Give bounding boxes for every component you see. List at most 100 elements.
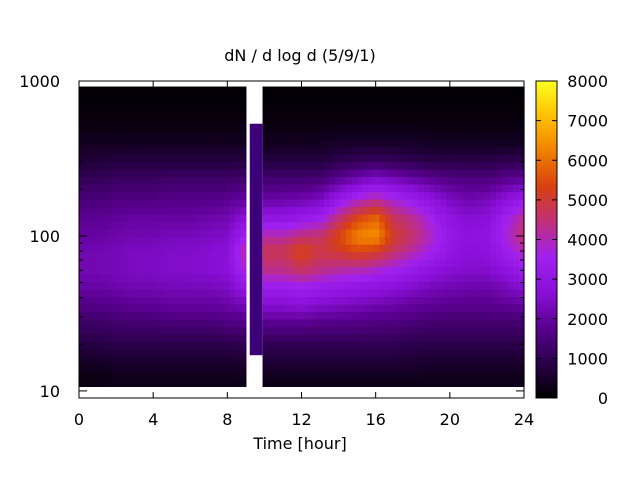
heatmap-cell xyxy=(168,281,175,290)
heatmap-cell xyxy=(229,183,236,193)
heatmap-cell xyxy=(90,131,97,140)
heatmap-cell xyxy=(168,101,175,110)
heatmap-cell xyxy=(190,311,197,320)
heatmap-cell xyxy=(273,213,280,223)
heatmap-cell xyxy=(423,169,431,178)
heatmap-cell xyxy=(373,86,380,95)
heatmap-cell xyxy=(179,86,186,95)
heatmap-cell xyxy=(401,94,408,103)
heatmap-cell xyxy=(412,363,419,372)
heatmap-cell xyxy=(212,363,219,372)
heatmap-cell xyxy=(429,318,436,328)
heatmap-cell xyxy=(351,363,358,372)
heatmap-cell xyxy=(162,326,169,335)
heatmap-cell xyxy=(346,363,353,372)
heatmap-cell xyxy=(435,198,442,208)
heatmap-cell xyxy=(129,228,136,238)
heatmap-cell xyxy=(262,131,269,140)
heatmap-cell xyxy=(412,221,419,230)
heatmap-cell xyxy=(240,161,247,170)
heatmap-cell xyxy=(212,228,219,238)
heatmap-cell xyxy=(79,296,86,305)
heatmap-cell xyxy=(373,378,380,387)
heatmap-cell xyxy=(234,236,241,245)
heatmap-cell xyxy=(318,251,325,260)
heatmap-cell xyxy=(112,288,119,298)
heatmap-cell xyxy=(451,363,458,372)
heatmap-cell xyxy=(473,169,481,178)
heatmap-cell xyxy=(501,281,508,290)
heatmap-cell xyxy=(418,131,425,140)
heatmap-cell xyxy=(179,169,186,178)
heatmap-cell xyxy=(396,318,403,328)
heatmap-cell xyxy=(134,131,141,140)
heatmap-cell xyxy=(123,146,130,155)
heatmap-cell xyxy=(84,131,91,140)
heatmap-cell xyxy=(151,206,158,215)
heatmap-cell xyxy=(184,356,191,365)
heatmap-cell xyxy=(429,273,436,283)
heatmap-cell xyxy=(95,139,102,148)
heatmap-cell xyxy=(512,318,520,328)
heatmap-cell xyxy=(284,228,291,238)
heatmap-cell xyxy=(412,251,419,260)
heatmap-cell xyxy=(485,266,492,275)
heatmap-cell xyxy=(106,273,113,283)
heatmap-cell xyxy=(418,94,425,103)
heatmap-cell xyxy=(268,221,275,230)
heatmap-cell xyxy=(262,251,269,260)
heatmap-cell xyxy=(512,161,520,170)
heatmap-cell xyxy=(429,236,436,245)
heatmap-cell xyxy=(151,326,158,335)
heatmap-cell xyxy=(518,378,525,387)
heatmap-cell xyxy=(145,191,152,200)
heatmap-cell xyxy=(429,378,436,387)
heatmap-cell xyxy=(507,296,514,305)
heatmap-cell xyxy=(318,326,325,335)
heatmap-cell xyxy=(162,303,169,313)
heatmap-cell xyxy=(485,176,492,185)
heatmap-cell xyxy=(240,206,247,215)
heatmap-cell xyxy=(123,206,130,215)
heatmap-cell xyxy=(290,206,297,215)
heatmap-cell xyxy=(284,266,291,275)
heatmap-cell xyxy=(223,318,230,328)
heatmap-cell xyxy=(312,221,319,230)
heatmap-cell xyxy=(501,228,508,238)
heatmap-cell xyxy=(412,236,419,245)
heatmap-cell xyxy=(140,296,147,305)
heatmap-cell xyxy=(234,154,241,163)
heatmap-cell xyxy=(84,251,91,260)
heatmap-cell xyxy=(195,131,202,140)
heatmap-cell xyxy=(218,363,225,372)
heatmap-cell xyxy=(373,371,380,380)
heatmap-cell xyxy=(195,139,202,148)
heatmap-cell xyxy=(490,101,497,110)
heatmap-cell xyxy=(112,236,119,245)
heatmap-cell xyxy=(318,228,325,238)
heatmap-cell xyxy=(173,341,180,350)
heatmap-cell xyxy=(229,236,236,245)
heatmap-cell xyxy=(357,183,364,193)
heatmap-cell xyxy=(368,333,375,343)
heatmap-cell xyxy=(212,213,219,223)
heatmap-cell xyxy=(134,94,141,103)
heatmap-cell xyxy=(435,176,442,185)
heatmap-cell xyxy=(268,348,275,358)
heatmap-cell xyxy=(140,206,147,215)
heatmap-cell xyxy=(496,371,503,380)
heatmap-cell xyxy=(106,363,113,372)
heatmap-cell xyxy=(218,356,225,365)
heatmap-cell xyxy=(156,183,164,193)
colorbar-tick-label: 5000 xyxy=(567,191,608,210)
heatmap-cell xyxy=(290,154,297,163)
heatmap-cell xyxy=(496,356,503,365)
heatmap-cell xyxy=(212,273,219,283)
heatmap-cell xyxy=(290,378,297,387)
heatmap-cell xyxy=(396,288,403,298)
heatmap-cell xyxy=(140,356,147,365)
heatmap-cell xyxy=(195,243,202,253)
heatmap-cell xyxy=(268,86,275,95)
heatmap-cell xyxy=(357,236,364,245)
heatmap-cell xyxy=(240,228,247,238)
